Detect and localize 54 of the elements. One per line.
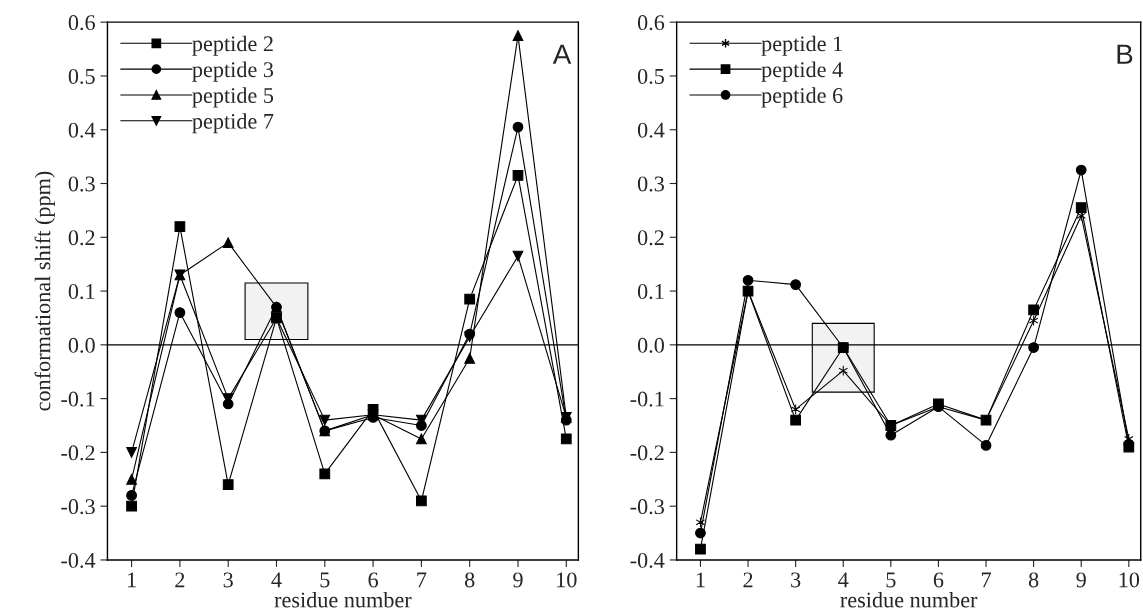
legend-label: peptide 7 [192, 113, 274, 134]
y-axis-title: conformational shift (ppm) [34, 171, 55, 411]
annotation: A [552, 44, 572, 64]
y-tick-label: -0.3 [61, 499, 95, 515]
y-tick-label: 0.0 [637, 337, 664, 353]
y-tick-label: -0.4 [630, 552, 665, 568]
x-tick-label: 1 [127, 572, 136, 588]
y-tick-label: 0.6 [637, 15, 665, 31]
y-tick-label: 0.3 [68, 176, 95, 192]
y-tick-label: 0.3 [637, 176, 664, 192]
x-tick-label: 1 [696, 572, 705, 588]
y-tick-label: 0.5 [68, 68, 95, 84]
x-tick-label: 7 [981, 572, 991, 588]
x-tick-label: 8 [1028, 572, 1039, 588]
y-tick-label: 0.2 [637, 230, 664, 246]
x-axis-title: residue number [274, 591, 412, 608]
legend-label: peptide 2 [192, 35, 273, 56]
y-tick-label: 0.4 [637, 122, 665, 138]
y-tick-label: 0.4 [68, 122, 96, 138]
x-tick-label: 10 [557, 572, 577, 588]
x-tick-label: 5 [886, 572, 896, 588]
legend-label: peptide 4 [761, 61, 843, 82]
y-tick-label: -0.1 [61, 391, 95, 407]
y-tick-label: -0.2 [630, 445, 664, 461]
x-tick-label: 6 [368, 572, 378, 588]
legend-label: peptide 6 [761, 87, 843, 108]
x-tick-label: 2 [175, 572, 185, 588]
y-tick-label: -0.1 [630, 391, 664, 407]
x-tick-label: 6 [933, 572, 944, 588]
x-tick-label: 3 [223, 572, 233, 588]
legend-label: peptide 3 [192, 61, 274, 82]
x-tick-label: 2 [743, 572, 753, 588]
y-tick-label: 0.2 [68, 230, 95, 246]
y-tick-label: 0.1 [637, 283, 664, 300]
x-tick-label: 4 [271, 572, 282, 588]
x-axis-title: residue number [840, 591, 978, 608]
y-tick-label: 0.6 [68, 15, 95, 31]
annotation: B [1117, 44, 1133, 64]
y-tick-label: 0.0 [68, 337, 95, 353]
x-tick-label: 10 [1119, 572, 1140, 588]
y-tick-label: -0.2 [61, 445, 95, 461]
legend-label: peptide 1 [761, 35, 842, 56]
y-tick-label: -0.3 [630, 499, 664, 515]
y-tick-label: -0.4 [61, 552, 96, 568]
x-tick-label: 3 [791, 572, 801, 588]
x-tick-label: 5 [320, 572, 330, 588]
x-tick-label: 8 [464, 572, 475, 588]
x-tick-label: 4 [838, 572, 849, 588]
legend-label: peptide 5 [192, 87, 274, 108]
y-tick-label: 0.1 [68, 283, 95, 300]
x-tick-label: 9 [1076, 572, 1086, 588]
y-tick-label: 0.5 [637, 68, 664, 84]
x-tick-label: 7 [417, 572, 427, 588]
x-tick-label: 9 [513, 572, 523, 588]
